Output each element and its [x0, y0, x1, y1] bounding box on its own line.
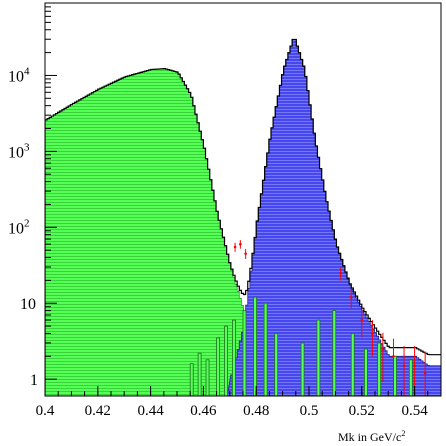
x-axis-label-superscript: 2 — [401, 429, 405, 438]
data-points — [233, 240, 427, 396]
background-spike-bar — [216, 337, 221, 396]
background-spike-bar — [364, 348, 368, 396]
background-spikes — [189, 296, 413, 396]
x-tick-label: 0.48 — [243, 403, 269, 419]
x-axis-label: Mk in GeV/c2 — [338, 429, 405, 444]
x-tick-label: 0.4 — [36, 403, 55, 419]
y-tick-label: 1 — [30, 372, 38, 389]
background-spike-bar — [253, 296, 257, 396]
y-tick-label: 102 — [8, 217, 30, 237]
y-tick-label: 103 — [8, 141, 30, 161]
background-spike-bar — [224, 325, 228, 396]
background-spike-bar — [350, 333, 355, 396]
data-point — [339, 267, 342, 281]
x-tick-label: 0.5 — [300, 403, 319, 419]
background-spike-bar — [189, 363, 194, 396]
background-spike-bar — [232, 319, 236, 396]
total-histogram-outline — [45, 38, 441, 396]
background-spike-bar — [377, 342, 382, 396]
plot-area — [45, 38, 441, 396]
background-spike-bar — [408, 359, 413, 396]
x-tick-label: 0.42 — [85, 403, 111, 419]
data-point — [402, 346, 406, 396]
background-spike-bar — [205, 359, 210, 396]
background-spike-bar — [197, 352, 202, 396]
background-spike-bar — [332, 310, 337, 396]
data-point — [233, 242, 237, 252]
x-tick-label: 0.44 — [137, 403, 164, 419]
data-point — [349, 288, 353, 309]
y-tick-label: 104 — [8, 65, 30, 85]
data-point — [392, 338, 395, 396]
x-axis-ticks: 0.4 0.42 0.44 0.46 0.48 0.5 0.52 0.54 — [36, 386, 442, 419]
background-spike-bar — [300, 342, 305, 396]
data-point — [360, 308, 364, 338]
background-spike-bar — [242, 310, 247, 396]
background-spike-bar — [274, 333, 279, 396]
data-point — [423, 351, 427, 396]
background-spike-bar — [263, 302, 268, 396]
x-tick-label: 0.54 — [401, 403, 428, 419]
background-spike-bar — [316, 319, 321, 396]
x-tick-label: 0.46 — [190, 403, 217, 419]
y-tick-label: 10 — [20, 296, 36, 313]
x-tick-label: 0.52 — [349, 403, 375, 419]
data-point — [371, 320, 374, 357]
data-point — [239, 240, 242, 249]
data-point — [244, 249, 247, 259]
data-point — [381, 332, 385, 382]
